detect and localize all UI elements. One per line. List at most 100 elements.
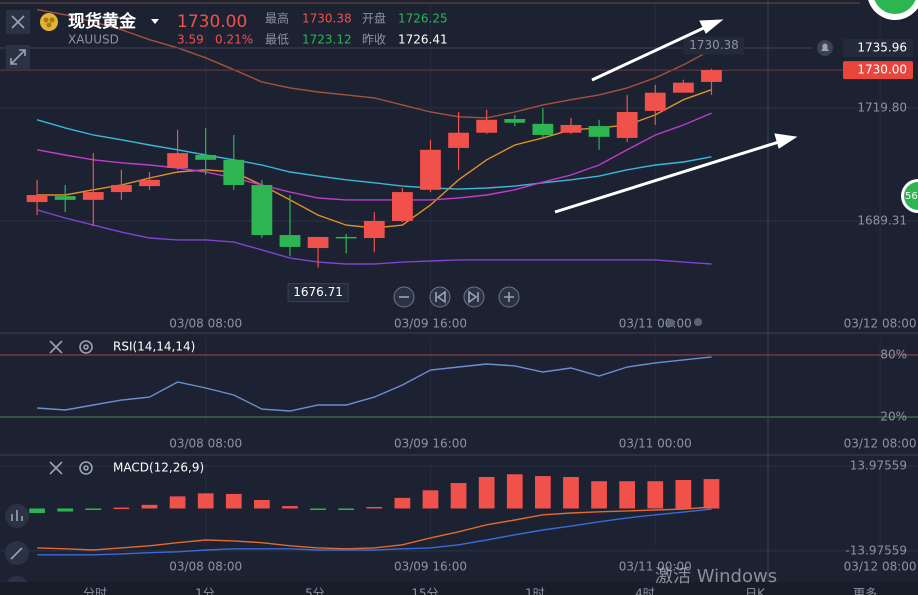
tab[interactable]: 1时 (525, 587, 545, 595)
alert-price: 1735.96 (857, 40, 907, 54)
candle-body (560, 124, 582, 133)
candle-body (54, 196, 76, 200)
close-indicator[interactable] (49, 461, 63, 475)
candle-body (420, 149, 441, 190)
macd-bar (366, 506, 383, 509)
macd-bar (619, 481, 636, 509)
series-line (36, 8, 712, 119)
high-label-box (684, 36, 744, 55)
watermark: 激活 Windows (655, 566, 777, 587)
macd-bar (535, 476, 551, 509)
tabs: 分时 1分 5分 15分 1时 4时 日K 更多 (83, 587, 877, 595)
tab-bar (0, 582, 918, 595)
zoom-in-icon (504, 292, 514, 302)
candle-body (672, 82, 694, 93)
instrument-name[interactable]: 现货黄金 (68, 11, 137, 32)
macd-bar (57, 508, 74, 512)
macd-bar (506, 474, 523, 509)
macd-bar (113, 507, 130, 510)
y-tick-label: 80% (880, 347, 907, 361)
macd-bar (422, 490, 439, 509)
low-label: 1676.71 (293, 285, 343, 299)
tab[interactable]: 更多 (853, 587, 877, 595)
candle-body (476, 119, 498, 133)
rewind-icon (435, 290, 446, 304)
macd-bar (29, 508, 45, 514)
last-price: 1730.00 (857, 63, 907, 77)
candle-body (588, 126, 610, 137)
series-line (36, 209, 712, 265)
stat-label: 开盘 (362, 11, 386, 26)
forward-icon (468, 290, 479, 304)
macd-bar (85, 508, 102, 510)
collapse-icon (10, 49, 26, 65)
series-line (37, 508, 712, 556)
last-price-tag (843, 61, 913, 80)
price: 1730.00 (177, 12, 247, 32)
y-tick-label: 20% (880, 410, 907, 424)
y-tick-label: 1689.31 (857, 213, 907, 227)
tab[interactable]: 4时 (635, 587, 655, 595)
x-tick-label: 03/08 08:00 (169, 317, 242, 331)
indicator-settings[interactable] (79, 340, 93, 354)
candle-body (82, 192, 104, 200)
alert-bell-icon (821, 43, 829, 51)
candle-body (616, 111, 638, 138)
rewind-button[interactable] (429, 286, 451, 308)
macd-bar (450, 483, 467, 509)
indicator-settings-core (83, 344, 89, 350)
stat-value: 1730.38 (302, 12, 352, 26)
x-tick-label: 03/12 08:00 (844, 437, 917, 451)
logo-dot (43, 17, 49, 23)
candle-body (391, 192, 413, 221)
symbol: XAUUSD (68, 33, 119, 47)
close-icon (11, 15, 25, 29)
stat-value: 1726.41 (398, 33, 448, 47)
macd-bar (478, 476, 495, 509)
scroll-dot (667, 319, 675, 327)
candle-body (195, 154, 217, 160)
macd-bar (225, 493, 242, 509)
stat-label: 最低 (265, 33, 289, 47)
macd-bar (394, 497, 411, 509)
candle-body (504, 119, 526, 123)
left-tools (5, 504, 29, 595)
macd-bar (141, 504, 158, 509)
arrow-head (774, 133, 798, 149)
candle-body (448, 132, 469, 148)
macd-bar (563, 476, 579, 509)
arrow-head (699, 19, 724, 34)
stat-label: 昨收 (362, 33, 386, 47)
tab[interactable]: 15分 (411, 587, 438, 595)
x-tick-label: 03/11 00:00 (619, 437, 692, 451)
tab[interactable]: 1分 (195, 587, 215, 595)
low-label-box (287, 283, 349, 303)
macd-bar (647, 481, 664, 509)
dropdown-caret[interactable] (151, 19, 159, 24)
candle-body (307, 236, 329, 249)
macd-bar (675, 480, 692, 509)
candle-body (335, 236, 357, 239)
series-line (37, 506, 712, 551)
x-tick-label: 03/09 16:00 (394, 560, 467, 574)
tab[interactable]: 日K (745, 587, 766, 595)
stat-label: 最高 (265, 11, 289, 26)
logo-dot (49, 17, 55, 23)
series-line (36, 112, 712, 201)
arrow (554, 139, 783, 214)
candle-body (26, 195, 48, 203)
macd-bar (169, 496, 186, 509)
forward-button[interactable] (463, 286, 485, 308)
macd-bar (338, 508, 355, 510)
indicator-settings[interactable] (79, 461, 93, 475)
tab[interactable]: 5分 (305, 587, 325, 595)
tab[interactable]: 分时 (83, 587, 107, 595)
tool-icon (10, 547, 23, 560)
stat-value: 1726.25 (398, 12, 448, 26)
macd-bar (703, 479, 720, 509)
y-tick-label: 1719.80 (857, 100, 907, 114)
scroll-dot (694, 318, 702, 326)
series-line (36, 119, 712, 190)
close-indicator[interactable] (49, 340, 63, 354)
